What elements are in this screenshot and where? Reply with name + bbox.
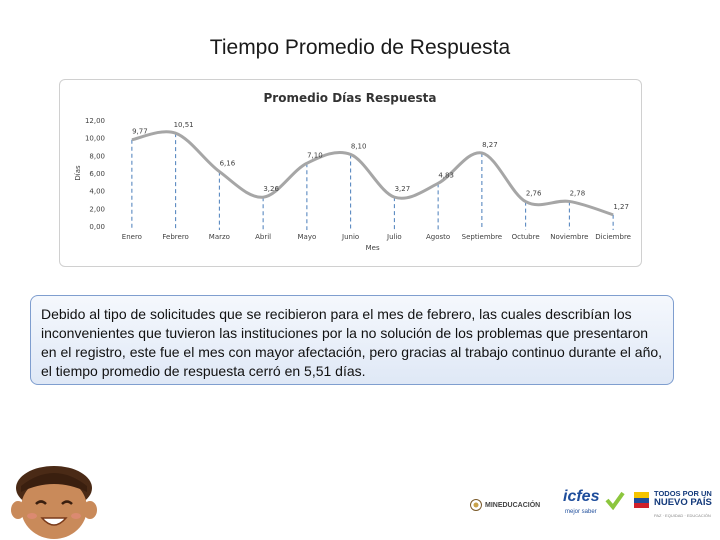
x-tick-label: Marzo bbox=[209, 233, 230, 241]
x-tick-label: Agosto bbox=[426, 233, 450, 241]
data-label: 8,27 bbox=[482, 141, 498, 149]
y-tick-label: 6,00 bbox=[89, 170, 105, 178]
y-tick-label: 12,00 bbox=[85, 117, 105, 125]
flag-icon bbox=[634, 492, 649, 508]
mineducacion-text: MINEDUCACIÓN bbox=[485, 501, 541, 509]
data-label: 2,78 bbox=[570, 189, 586, 197]
y-tick-label: 2,00 bbox=[89, 205, 105, 213]
y-tick-label: 10,00 bbox=[85, 135, 105, 143]
x-tick-label: Abril bbox=[255, 233, 271, 241]
data-label: 10,51 bbox=[174, 121, 194, 129]
tppnp-text: TODOS POR UN NUEVO PAÍS bbox=[654, 489, 712, 508]
data-label: 3,27 bbox=[395, 185, 411, 193]
y-tick-label: 8,00 bbox=[89, 152, 105, 160]
tppnp-line1: TODOS POR UN bbox=[654, 489, 712, 498]
x-tick-label: Julio bbox=[386, 233, 402, 241]
data-label: 2,76 bbox=[526, 190, 542, 198]
x-axis-label: Mes bbox=[366, 244, 380, 252]
mineducacion-logo: MINEDUCACIÓN bbox=[470, 494, 544, 516]
colombia-seal-icon bbox=[470, 499, 482, 511]
icfes-tagline: mejor saber bbox=[565, 509, 597, 515]
series-line bbox=[131, 130, 614, 217]
x-tick-label: Diciembre bbox=[595, 233, 631, 241]
icfes-text: icfes bbox=[563, 488, 600, 505]
checkmark-icon bbox=[605, 491, 625, 510]
child-illustration bbox=[11, 466, 97, 539]
x-tick-label: Mayo bbox=[297, 233, 316, 241]
y-tick-label: 0,00 bbox=[89, 223, 105, 231]
data-label: 9,77 bbox=[132, 128, 148, 136]
line-chart: Promedio Días Respuesta Días 0,00 2,00 4,00 6… bbox=[74, 91, 631, 252]
data-label: 8,10 bbox=[351, 142, 367, 150]
x-tick-label: Junio bbox=[341, 233, 359, 241]
x-tick-label: Febrero bbox=[162, 233, 188, 241]
data-label: 6,16 bbox=[220, 160, 236, 168]
tppnp-tagline: PAZ · EQUIDAD · EDUCACIÓN bbox=[654, 513, 711, 518]
y-axis-label: Días bbox=[74, 165, 82, 181]
chart-container: Promedio Días Respuesta Días 0,00 2,00 4,00 6… bbox=[59, 79, 642, 267]
slide-title: Tiempo Promedio de Respuesta bbox=[209, 36, 511, 59]
chart-title: Promedio Días Respuesta bbox=[264, 91, 437, 105]
data-label: 7,10 bbox=[307, 151, 323, 159]
data-label: 1,27 bbox=[613, 203, 629, 211]
data-label: 4,83 bbox=[438, 171, 454, 179]
y-tick-label: 4,00 bbox=[89, 188, 105, 196]
tppnp-line2: NUEVO PAÍS bbox=[654, 496, 712, 508]
data-label: 3,26 bbox=[263, 185, 279, 193]
x-tick-label: Noviembre bbox=[550, 233, 588, 241]
x-tick-label: Septiembre bbox=[462, 233, 502, 241]
x-tick-label: Octubre bbox=[512, 233, 540, 241]
x-tick-label: Enero bbox=[122, 233, 142, 241]
todos-por-un-nuevo-pais-logo: TODOS POR UN NUEVO PAÍS PAZ · EQUIDAD · … bbox=[633, 488, 713, 522]
icfes-logo: icfes mejor saber bbox=[561, 488, 629, 520]
explanation-textbox: Debido al tipo de solicitudes que se rec… bbox=[30, 295, 674, 385]
